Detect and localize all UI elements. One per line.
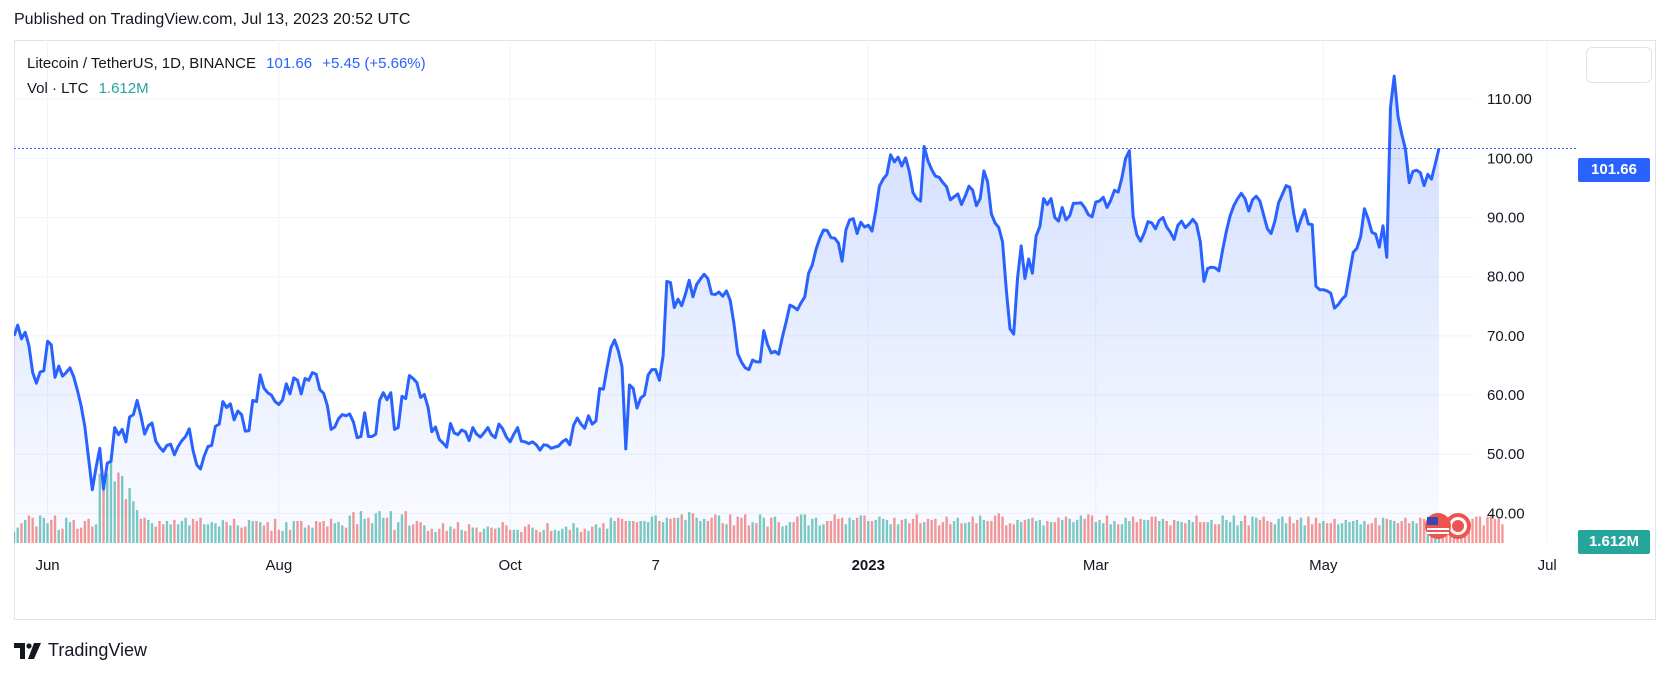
volume-bar: [1482, 525, 1485, 543]
price-change: +5.45 (+5.66%): [322, 55, 426, 72]
symbol-legend: Litecoin / TetherUS, 1D, BINANCE 101.66 …: [27, 55, 432, 72]
y-tick-label: 40.00: [1487, 505, 1525, 522]
chart-settings-button[interactable]: [1586, 47, 1652, 83]
volume-bar: [1493, 518, 1497, 543]
volume-bar: [1475, 516, 1478, 543]
tradingview-logo[interactable]: TradingView: [14, 640, 147, 661]
y-tick-label: 90.00: [1487, 210, 1525, 227]
published-note: Published on TradingView.com, Jul 13, 20…: [14, 11, 411, 28]
y-tick-label: 110.00: [1487, 91, 1532, 108]
volume-value: 1.612M: [98, 80, 149, 97]
y-tick-label: 80.00: [1487, 269, 1525, 286]
tradingview-logo-icon: [14, 642, 41, 659]
y-tick-label: 60.00: [1487, 387, 1525, 404]
last-price: 101.66: [266, 55, 313, 72]
volume-bar: [1478, 516, 1482, 543]
time-axis: Jun Aug Oct 7 2023 Mar May Jul: [35, 557, 1556, 574]
volume-tag: 1.612M: [1578, 530, 1650, 554]
y-tick-label: 50.00: [1487, 446, 1525, 463]
price-line: [14, 74, 1441, 492]
volume-legend: Vol · LTC 1.612M: [27, 80, 155, 97]
price-area-fill: [14, 76, 1439, 543]
y-tick-label: 100.00: [1487, 150, 1533, 167]
x-tick-label: 2023: [852, 557, 885, 574]
price-chart[interactable]: 110.00 100.00 90.00 80.00 70.00 60.00 50.00 40.…: [14, 40, 1656, 620]
currency-flags-icon: [1425, 513, 1471, 539]
volume-bar: [1490, 514, 1493, 543]
y-tick-label: 70.00: [1487, 328, 1525, 345]
x-tick-label: May: [1309, 557, 1338, 574]
symbol-title: Litecoin / TetherUS, 1D, BINANCE: [27, 55, 256, 72]
x-tick-label: Mar: [1083, 557, 1109, 574]
volume-bar: [1486, 516, 1489, 543]
volume-bar: [1501, 524, 1504, 543]
x-tick-label: Jun: [35, 557, 59, 574]
volume-bar: [1471, 518, 1474, 543]
x-tick-label: Jul: [1538, 557, 1557, 574]
x-tick-label: 7: [651, 557, 659, 574]
volume-label: Vol · LTC: [27, 80, 89, 97]
x-tick-label: Aug: [266, 557, 293, 574]
last-price-tag: 101.66: [1578, 158, 1650, 182]
x-tick-label: Oct: [498, 557, 522, 574]
price-axis: 110.00 100.00 90.00 80.00 70.00 60.00 50.00 40.…: [1487, 91, 1533, 522]
volume-bar: [1497, 518, 1500, 543]
brand-name: TradingView: [48, 640, 148, 660]
